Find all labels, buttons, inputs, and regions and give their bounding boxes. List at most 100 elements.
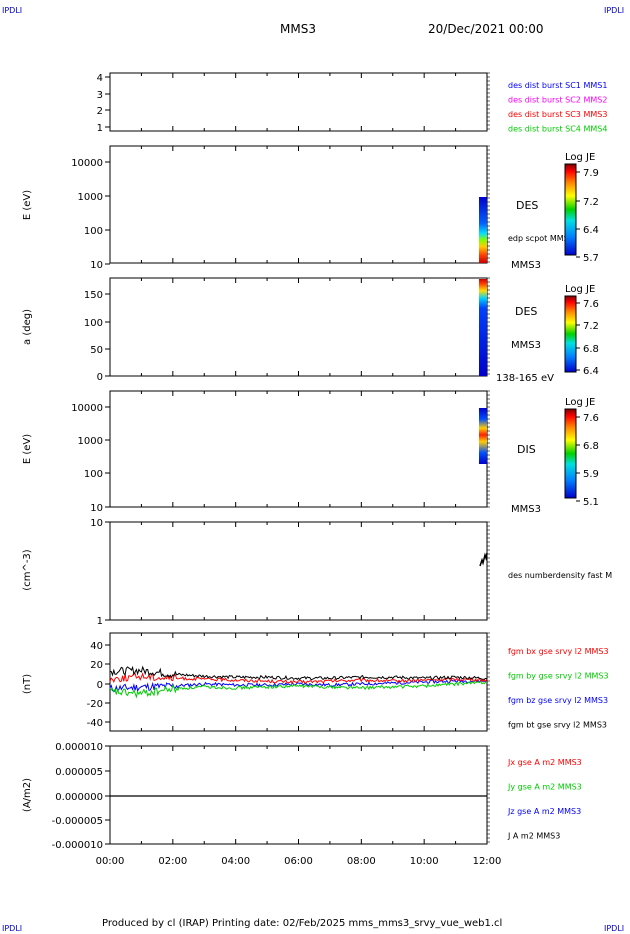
- side-label-energy-range: 138-165 eV: [496, 373, 554, 384]
- corner-label-br: IPDLI: [604, 924, 625, 933]
- y-tick-label: -0.000010: [52, 840, 103, 851]
- colorbar: [564, 295, 577, 373]
- side-label-mms3: MMS3: [511, 260, 541, 271]
- y-axis-label: (A/m2): [22, 778, 33, 812]
- y-tick-label: 0.000010: [55, 742, 103, 753]
- side-label-density: des numberdensity fast M: [508, 571, 612, 580]
- colorbar-tick-label: 5.1: [583, 497, 599, 508]
- fgm-series-line: [109, 665, 488, 681]
- y-tick-label: 10: [90, 518, 103, 529]
- colorbar-tick-label: 6.4: [583, 366, 599, 377]
- y-tick-label: 0: [97, 372, 103, 383]
- y-tick-label: -20: [87, 699, 103, 710]
- corner-label-bl: IPDLI: [2, 924, 23, 933]
- colorbar: [564, 408, 577, 499]
- legend-fgm-1: fgm by gse srvy l2 MMS3: [508, 672, 609, 681]
- spectrogram-strip-des: [479, 197, 487, 263]
- legend-current-2: Jz gse A m2 MMS3: [507, 807, 581, 816]
- y-tick-label: 10: [90, 260, 103, 271]
- side-label-des-pa: DES: [515, 305, 537, 318]
- side-label-mms3-dis: MMS3: [511, 504, 541, 515]
- y-tick-label: -0.000005: [52, 816, 103, 827]
- y-tick-label: 0: [97, 680, 103, 691]
- legend-fgm-3: fgm bt gse srvy l2 MMS3: [508, 721, 607, 730]
- y-tick-label: 40: [90, 641, 103, 652]
- y-axis-label: (nT): [22, 674, 33, 694]
- y-tick-label: 1: [97, 123, 103, 134]
- y-tick-label: 10: [90, 503, 103, 514]
- fgm-series-line: [109, 680, 488, 699]
- legend-current-0: Jx gse A m2 MMS3: [507, 758, 582, 767]
- colorbar-tick-label: 7.2: [583, 321, 599, 332]
- legend-burst-sc1: des dist burst SC1 MMS1: [508, 81, 607, 90]
- legend-burst-sc4: des dist burst SC4 MMS4: [508, 125, 607, 134]
- colorbar-tick-label: 7.6: [583, 299, 599, 310]
- y-tick-label: 50: [90, 345, 103, 356]
- footer-credit: Produced by cl (IRAP) Printing date: 02/…: [102, 918, 503, 929]
- colorbar-title: Log JE: [565, 284, 595, 295]
- colorbar-tick-label: 6.8: [583, 344, 599, 355]
- colorbar-title: Log JE: [565, 397, 595, 408]
- legend-burst-sc2: des dist burst SC2 MMS2: [508, 96, 607, 105]
- panel-frame-p6: [109, 632, 488, 732]
- fgm-series-line: [109, 672, 488, 685]
- colorbar-tick-label: 7.9: [583, 168, 599, 179]
- panel-frame-p4: [109, 390, 488, 508]
- colorbar-tick-label: 7.6: [583, 413, 599, 424]
- colorbar-tick-label: 6.8: [583, 441, 599, 452]
- legend-current-3: J A m2 MMS3: [507, 832, 560, 841]
- y-tick-label: 2: [97, 106, 103, 117]
- density-series-line: [479, 552, 488, 567]
- y-tick-label: 3: [97, 90, 103, 101]
- y-tick-label: -40: [87, 718, 103, 729]
- side-label-scpot: edp scpot MMS3: [508, 234, 574, 243]
- colorbar: [564, 163, 577, 256]
- y-tick-label: 10000: [71, 403, 103, 414]
- y-tick-label: 1000: [78, 192, 103, 203]
- panel-frame-p7: [109, 745, 488, 845]
- y-axis-label: E (eV): [22, 434, 33, 464]
- y-tick-label: 100: [84, 318, 103, 329]
- corner-label-tl: IPDLI: [2, 6, 23, 15]
- panel-frame-p1: [109, 72, 488, 132]
- y-tick-label: 1: [97, 616, 103, 627]
- y-tick-label: 4: [97, 73, 103, 84]
- colorbar-tick-label: 5.7: [583, 253, 599, 264]
- y-axis-label: E (eV): [22, 190, 33, 220]
- side-label-mms3-pa: MMS3: [511, 340, 541, 351]
- side-label-des: DES: [516, 199, 538, 212]
- colorbar-title: Log JE: [565, 152, 595, 163]
- y-tick-label: 1000: [78, 436, 103, 447]
- x-tick-label: 02:00: [158, 856, 187, 867]
- spectrogram-strip-pitch: [479, 279, 487, 376]
- x-tick-label: 06:00: [284, 856, 313, 867]
- y-tick-label: 100: [84, 226, 103, 237]
- date-title: 20/Dec/2021 00:00: [428, 22, 544, 36]
- colorbar-tick-label: 5.9: [583, 469, 599, 480]
- y-tick-label: 0.000005: [55, 767, 103, 778]
- x-tick-label: 04:00: [221, 856, 250, 867]
- y-tick-label: 100: [84, 469, 103, 480]
- x-tick-label: 10:00: [410, 856, 439, 867]
- legend-fgm-2: fgm bz gse srvy l2 MMS3: [508, 696, 608, 705]
- side-label-dis: DIS: [517, 443, 536, 456]
- y-axis-label: (cm^-3): [22, 549, 33, 590]
- x-tick-label: 08:00: [347, 856, 376, 867]
- y-tick-label: 20: [90, 660, 103, 671]
- panel-frame-p5: [109, 521, 488, 621]
- x-tick-label: 00:00: [96, 856, 125, 867]
- colorbar-tick-label: 7.2: [583, 197, 599, 208]
- y-axis-label: a (deg): [22, 309, 33, 345]
- panel-frame-p2: [109, 145, 488, 264]
- corner-label-tr: IPDLI: [604, 6, 625, 15]
- y-tick-label: 150: [84, 290, 103, 301]
- panel-frame-p3: [109, 277, 488, 377]
- spectrogram-strip-dis: [479, 408, 487, 464]
- legend-fgm-0: fgm bx gse srvy l2 MMS3: [508, 647, 609, 656]
- y-tick-label: 10000: [71, 158, 103, 169]
- spacecraft-title: MMS3: [280, 22, 316, 36]
- x-tick-label: 12:00: [473, 856, 502, 867]
- colorbar-tick-label: 6.4: [583, 225, 599, 236]
